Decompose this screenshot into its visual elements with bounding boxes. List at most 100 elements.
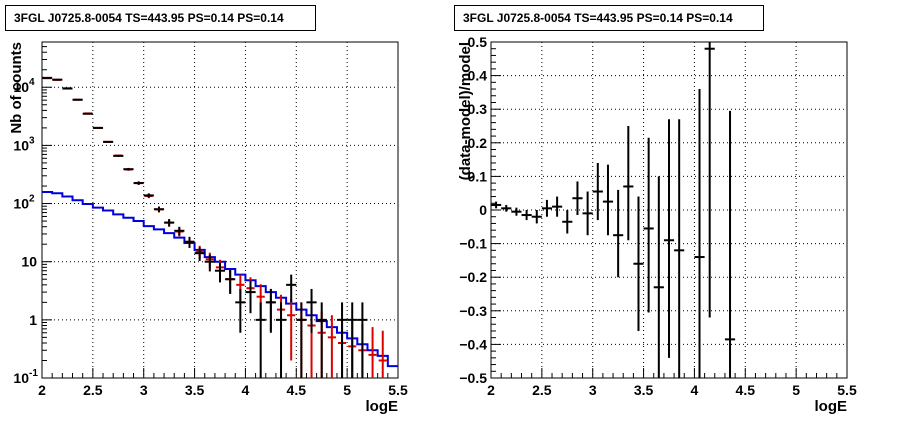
x-tick-label: 2.5: [83, 382, 103, 398]
y-tick-label: −0.4: [459, 336, 487, 352]
data-point: [235, 288, 246, 333]
residual-point: [653, 176, 664, 378]
residual-point: [582, 191, 593, 236]
y-tick-label: 0.4: [468, 68, 488, 84]
data-point: [133, 181, 144, 185]
x-tick-label: 2: [487, 382, 495, 398]
data-point: [113, 154, 124, 157]
data-point: [164, 219, 175, 227]
residual-point: [541, 199, 553, 217]
data-point: [336, 302, 348, 378]
data-point: [214, 262, 226, 283]
residuals-chart-title: 3FGL J0725.8-0054 TS=443.95 PS=0.14 PS=0…: [454, 5, 764, 31]
residual-point: [572, 181, 583, 216]
data-point: [123, 167, 134, 171]
y-tick-label: −0.1: [459, 236, 487, 252]
residuals-panel: 3FGL J0725.8-0054 TS=443.95 PS=0.14 PS=0…: [449, 0, 898, 421]
y-tick-exponent: 4: [29, 77, 35, 88]
data-point: [255, 302, 266, 378]
counts-chart-title: 3FGL J0725.8-0054 TS=443.95 PS=0.14 PS=0…: [5, 5, 316, 31]
data-point: [296, 302, 307, 378]
data-point: [103, 140, 114, 143]
residual-point: [562, 210, 573, 234]
y-tick-label: 0.1: [468, 168, 488, 184]
residual-point: [521, 210, 532, 221]
x-tick-label: 2: [38, 382, 46, 398]
y-tick-label: 0.2: [468, 135, 488, 151]
residual-point: [602, 164, 614, 236]
data-point: [174, 226, 185, 236]
residual-point: [694, 89, 705, 378]
model-point: [327, 315, 336, 378]
residual-point: [633, 196, 644, 331]
data-point: [306, 288, 317, 333]
model-point: [378, 330, 387, 378]
data-point: [194, 247, 205, 261]
counts-panel: 3FGL J0725.8-0054 TS=443.95 PS=0.14 PS=0…: [5, 5, 408, 415]
y-tick-exponent: -1: [29, 368, 38, 379]
data-point: [184, 236, 195, 248]
x-tick-label: 4.5: [736, 382, 756, 398]
x-axis-title: logE: [815, 398, 848, 415]
x-tick-label: 5: [792, 382, 800, 398]
x-tick-label: 4: [691, 382, 699, 398]
y-tick-label: 0.3: [468, 101, 488, 117]
model-point: [368, 327, 377, 378]
data-point: [153, 206, 165, 213]
y-tick-label: −0.5: [459, 370, 487, 386]
data-point: [143, 193, 154, 198]
residual-point: [704, 42, 715, 318]
data-point: [286, 274, 297, 303]
data-point: [275, 302, 287, 378]
data-point: [245, 280, 256, 314]
residual-point: [724, 110, 736, 378]
x-tick-label: 3: [140, 382, 148, 398]
residual-point: [592, 162, 603, 221]
plot-frame: [41, 41, 399, 379]
x-tick-label: 3: [589, 382, 597, 398]
data-point: [92, 126, 104, 129]
x-tick-label: 4.5: [287, 382, 307, 398]
y-tick-label: 1: [29, 312, 37, 328]
model-point: [287, 298, 296, 361]
y-tick-label: 10: [13, 137, 29, 153]
y-tick-label: 0: [479, 202, 487, 218]
residual-point: [613, 189, 624, 278]
data-point: [204, 254, 215, 272]
residual-point: [552, 196, 563, 217]
residual-point: [491, 201, 502, 209]
x-tick-label: 5: [343, 382, 351, 398]
y-tick-label: −0.2: [459, 269, 487, 285]
x-axis-title: logE: [366, 398, 399, 415]
residual-point: [531, 210, 542, 224]
x-tick-label: 3.5: [185, 382, 205, 398]
x-tick-label: 4: [242, 382, 250, 398]
x-tick-label: 5.5: [837, 382, 857, 398]
y-tick-exponent: 3: [29, 135, 35, 146]
data-point: [357, 302, 368, 378]
data-point: [347, 302, 358, 378]
x-tick-label: 3.5: [634, 382, 654, 398]
x-tick-label: 2.5: [532, 382, 552, 398]
data-point: [62, 87, 73, 90]
x-tick-label: 5.5: [388, 382, 408, 398]
data-point: [82, 112, 93, 115]
y-tick-label: −0.3: [459, 303, 487, 319]
residual-point: [623, 126, 634, 241]
residual-point: [663, 119, 675, 358]
data-point: [72, 98, 83, 101]
y-tick-exponent: 2: [29, 194, 35, 205]
y-tick-label: 10: [13, 196, 29, 212]
data-point: [316, 302, 327, 378]
residual-point: [674, 119, 685, 378]
residual-point: [501, 204, 512, 212]
y-axis-title: Nb of counts: [8, 42, 25, 134]
y-tick-label: 10: [21, 254, 37, 270]
y-tick-label: 10: [13, 370, 29, 386]
residual-point: [643, 137, 654, 313]
y-tick-label: 0.5: [468, 34, 488, 50]
data-point: [225, 269, 236, 294]
residual-point: [511, 207, 522, 216]
